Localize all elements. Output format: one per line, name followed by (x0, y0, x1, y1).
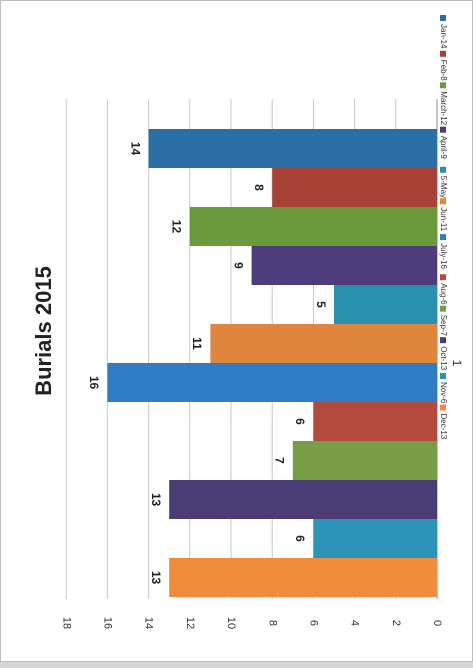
legend-swatch (440, 305, 446, 312)
legend-label: Feb-8 (439, 60, 448, 81)
legend-swatch (440, 50, 446, 57)
y-tick-label: 18 (60, 617, 72, 629)
y-tick-label: 2 (390, 620, 402, 626)
y-tick-label: 14 (143, 617, 155, 629)
y-tick-label: 10 (225, 617, 237, 629)
data-label: 16 (87, 376, 101, 390)
data-label: 7 (273, 457, 287, 464)
data-label: 12 (170, 220, 184, 234)
legend-label: 5-May (439, 176, 448, 198)
bar (292, 441, 437, 480)
data-label: 6 (293, 418, 307, 425)
legend-label: April-9 (439, 136, 448, 160)
y-tick-label: 0 (431, 620, 443, 626)
bars (107, 129, 438, 597)
legend-label: March-12 (439, 91, 448, 125)
legend-label: Jun-11 (439, 207, 448, 231)
legend-label: Oct-13 (439, 346, 448, 371)
legend: Jan-14 Feb-8 March-12 April-9 5-May Jun-11 Jul… (439, 15, 448, 440)
data-labels: 14 8 12 9 5 11 16 6 7 13 6 13 (87, 142, 328, 585)
data-label: 14 (128, 142, 142, 156)
legend-swatch (440, 404, 446, 411)
legend-swatch (440, 15, 446, 21)
chart-title: Burials 2015 (31, 266, 56, 396)
bar (169, 558, 437, 597)
legend-label: Jan-14 (439, 24, 448, 49)
y-tick-label: 12 (184, 617, 196, 629)
data-label: 8 (252, 184, 266, 191)
data-label: 11 (190, 337, 204, 350)
category-axis: 1 (450, 360, 464, 367)
bar (210, 324, 437, 363)
y-tick-label: 16 (101, 617, 113, 629)
y-tick-label: 6 (307, 620, 319, 626)
data-label: 5 (314, 301, 328, 308)
data-label: 9 (231, 262, 245, 269)
legend-swatch (440, 337, 446, 344)
bar (148, 129, 437, 168)
bar (313, 519, 437, 558)
y-tick-label: 4 (349, 620, 361, 626)
legend-swatch (440, 166, 446, 173)
chart-title-group: Burials 2015 (31, 266, 56, 396)
legend-swatch (440, 234, 446, 241)
data-label: 13 (149, 493, 163, 507)
bar (251, 246, 437, 285)
data-label: 13 (149, 571, 163, 585)
legend-label: Aug-6 (439, 283, 448, 305)
bar (169, 480, 437, 519)
bar (107, 363, 438, 402)
legend-swatch (440, 126, 446, 133)
legend-swatch (440, 274, 446, 281)
legend-label: Dec-13 (439, 414, 448, 440)
legend-swatch (440, 198, 446, 205)
data-label: 6 (293, 535, 307, 542)
legend-swatch (440, 373, 446, 379)
category-label: 1 (450, 360, 464, 367)
bar (272, 168, 437, 207)
legend-label: Sep-7 (439, 315, 448, 337)
y-tick-label: 8 (266, 620, 278, 626)
bar (313, 402, 437, 441)
legend-label: Nov-6 (439, 382, 448, 404)
y-axis-ticks: 0 2 4 6 8 10 12 14 16 18 (60, 617, 443, 629)
legend-swatch (440, 82, 446, 89)
bar (334, 285, 437, 324)
legend-label: July-16 (439, 243, 448, 269)
bar (189, 207, 437, 246)
